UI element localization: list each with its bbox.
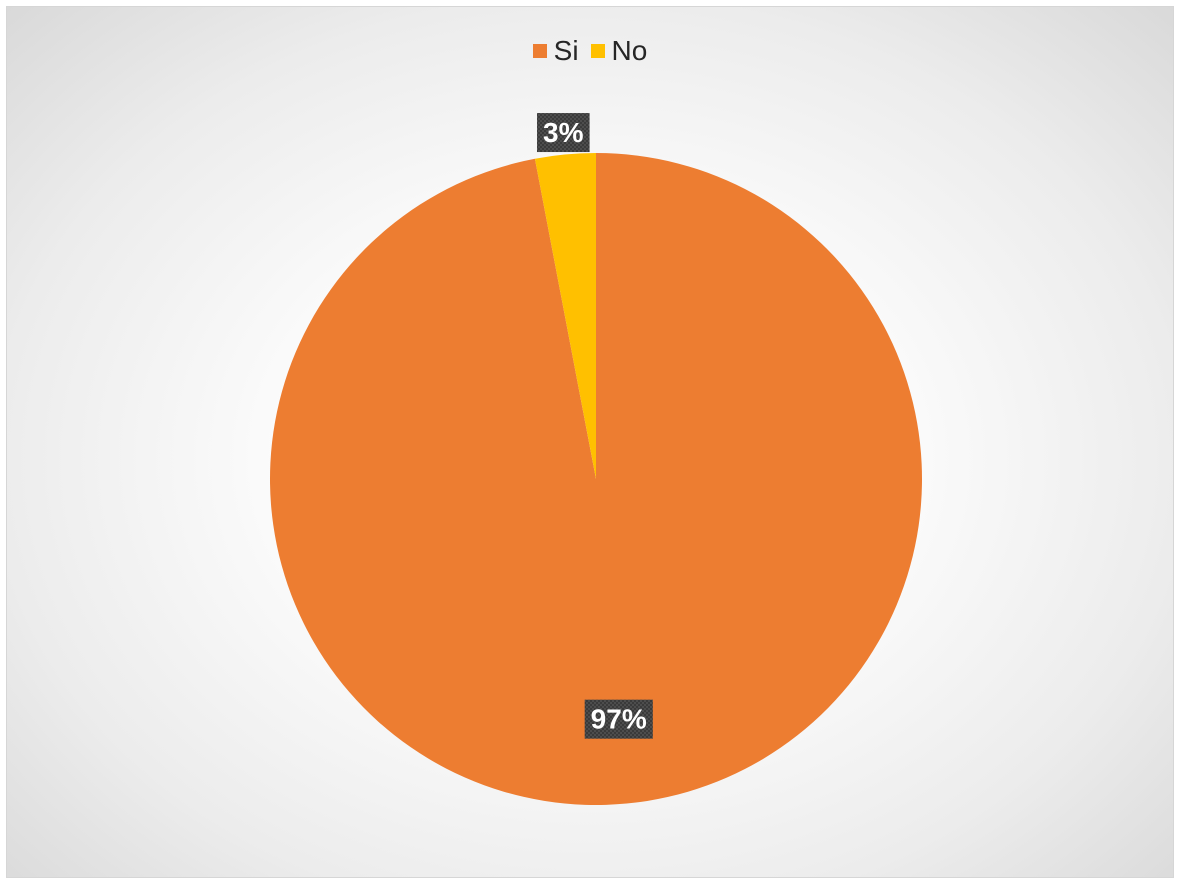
legend-label-no: No [611, 35, 648, 66]
pie-data-labels: 97% 3% [537, 113, 653, 739]
pie-slices [269, 153, 922, 805]
data-label-background-si [584, 699, 653, 739]
data-label-text-no: 3% [543, 117, 584, 148]
legend-swatch-no [590, 44, 605, 58]
pie-slice-si [269, 153, 922, 805]
pie-slice-no [534, 153, 596, 479]
legend-item-no: No [590, 35, 648, 67]
legend: Si No [7, 35, 1173, 67]
data-label-text-si: 97% [591, 704, 647, 735]
data-label-no: 3% [537, 113, 590, 153]
data-label-si: 97% [584, 699, 653, 739]
legend-label-si: Si [553, 35, 579, 66]
legend-item-si: Si [532, 35, 579, 67]
legend-swatch-si [532, 44, 547, 58]
data-label-background-no [537, 113, 590, 153]
